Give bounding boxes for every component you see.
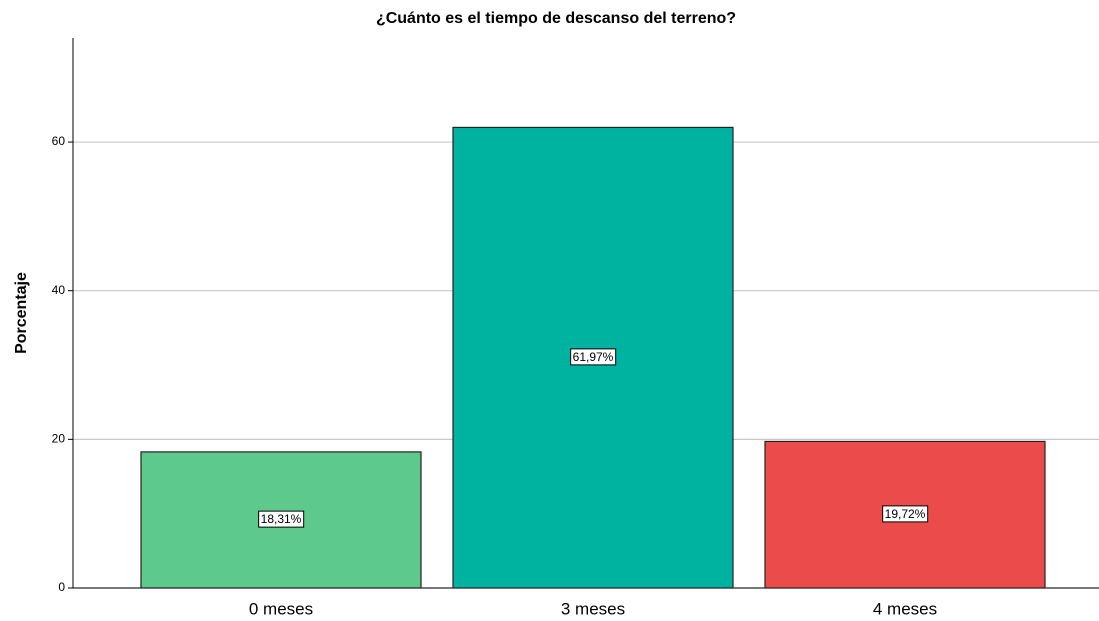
value-label: 19,72% <box>885 507 926 521</box>
value-label-box <box>570 348 617 366</box>
y-tick-label: 40 <box>52 283 66 297</box>
y-axis-label: Porcentaje <box>13 272 30 354</box>
y-tick-label: 60 <box>52 134 66 148</box>
chart-title: ¿Cuánto es el tiempo de descanso del ter… <box>376 10 736 27</box>
x-tick-label: 3 meses <box>561 599 625 618</box>
x-tick-label: 0 meses <box>249 599 313 618</box>
value-label: 18,31% <box>261 512 302 526</box>
value-label-box <box>882 505 929 523</box>
value-label: 61,97% <box>573 350 614 364</box>
y-tick-label: 20 <box>52 432 66 446</box>
y-tick-label: 0 <box>58 580 65 594</box>
x-tick-label: 4 meses <box>873 599 937 618</box>
value-label-box <box>258 510 305 528</box>
